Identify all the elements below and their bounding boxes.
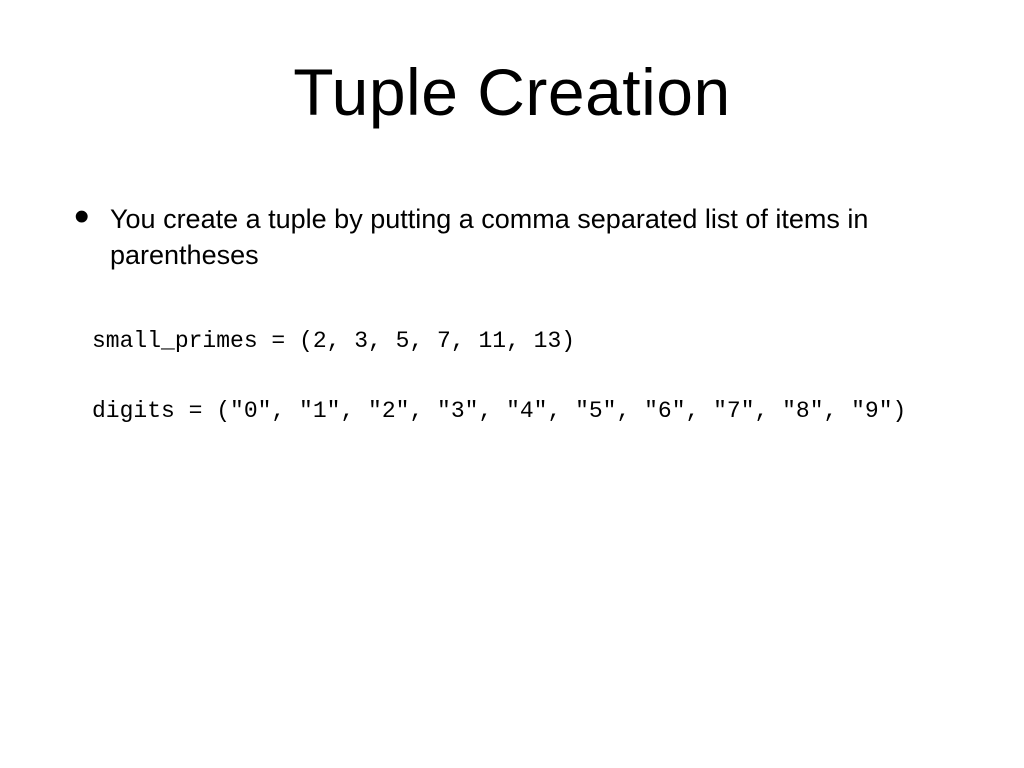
code-line-1: small_primes = (2, 3, 5, 7, 11, 13) (92, 328, 575, 354)
slide-title: Tuple Creation (0, 54, 1024, 130)
code-line-2: digits = ("0", "1", "2", "3", "4", "5", … (92, 398, 906, 424)
bullet-text: You create a tuple by putting a comma se… (110, 202, 910, 273)
slide: Tuple Creation • You create a tuple by p… (0, 0, 1024, 768)
bullet-item: • You create a tuple by putting a comma … (74, 202, 984, 273)
bullet-icon: • (74, 195, 89, 239)
